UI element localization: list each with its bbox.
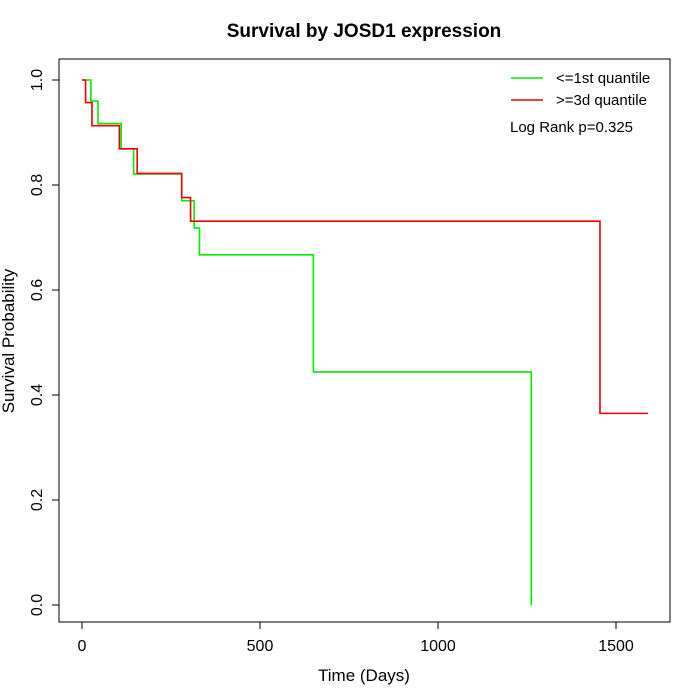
log-rank-annotation: Log Rank p=0.325: [510, 119, 633, 136]
legend: <=1st quantile >=3d quantile: [511, 70, 650, 109]
y-tick-label: 0.8: [29, 174, 46, 196]
legend-label-1: >=3d quantile: [556, 92, 647, 109]
x-tick-label: 0: [78, 638, 87, 655]
x-tick-label: 1000: [420, 638, 456, 655]
legend-label-0: <=1st quantile: [556, 70, 650, 87]
x-tick-label: 1500: [598, 638, 634, 655]
x-tick-label: 500: [247, 638, 274, 655]
y-tick-label: 0.6: [29, 279, 46, 301]
y-axis-label: Survival Probability: [0, 268, 18, 413]
y-tick-label: 0.2: [29, 489, 46, 511]
y-tick-label: 1.0: [29, 69, 46, 91]
x-axis: 0 500 1000 1500: [78, 621, 634, 655]
y-tick-label: 0.0: [29, 594, 46, 616]
chart-title: Survival by JOSD1 expression: [227, 21, 502, 42]
y-axis: 0.0 0.2 0.4 0.6 0.8 1.0: [29, 69, 60, 616]
x-axis-label: Time (Days): [318, 666, 410, 685]
survival-curve-1: [82, 79, 649, 415]
series-layer: [82, 79, 649, 605]
y-tick-label: 0.4: [29, 384, 46, 406]
